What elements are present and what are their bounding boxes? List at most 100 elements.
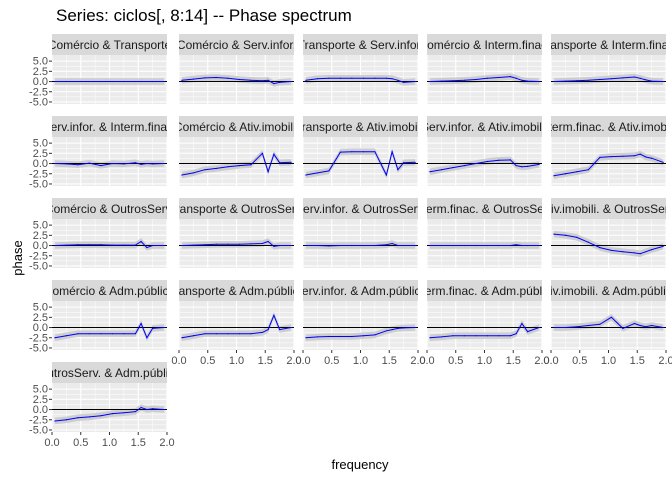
data-point <box>403 162 405 164</box>
data-point <box>215 333 217 335</box>
data-point <box>452 244 454 247</box>
facet-panel: OutrosServ. & Adm.pública5.02.50.0-2.5-5… <box>29 362 175 449</box>
data-point <box>403 244 405 247</box>
data-point <box>227 77 229 79</box>
facet-panel: Comércio & Interm.finac. <box>426 34 543 104</box>
data-point <box>181 174 183 176</box>
data-point <box>527 80 529 82</box>
data-point <box>662 80 664 83</box>
data-point <box>339 151 341 153</box>
data-point <box>515 244 517 246</box>
data-point <box>429 171 431 173</box>
y-tick-label: 2.5 <box>33 66 48 78</box>
phase-line <box>305 242 416 247</box>
data-point <box>645 326 647 328</box>
data-point <box>397 79 399 81</box>
x-tick-label: 0.0 <box>543 355 558 367</box>
facet-panel: Ativ.imobili. & Adm.pública 0.0 0.5 1.0 1.5 2… <box>543 280 672 367</box>
data-point <box>140 163 142 165</box>
data-point <box>622 327 624 329</box>
data-point <box>564 326 566 329</box>
data-point <box>391 242 393 245</box>
data-point <box>163 326 165 329</box>
chart-title: Series: ciclos[, 8:14] -- Phase spectrum <box>56 6 352 25</box>
data-point <box>515 77 517 79</box>
x-tick-label: 0.5 <box>572 355 587 367</box>
facet-strip <box>303 280 418 301</box>
data-point <box>339 244 341 247</box>
data-point <box>610 249 612 252</box>
facet-strip-label: Ativ.imobili. & OutrosServ. <box>540 202 672 216</box>
data-point <box>250 164 252 166</box>
data-point <box>351 151 353 153</box>
data-point <box>290 80 292 83</box>
data-point <box>279 162 281 164</box>
x-tick-label: 1.0 <box>477 355 492 367</box>
data-point <box>645 251 647 253</box>
x-tick-label: 1.5 <box>506 355 521 367</box>
data-point <box>440 244 442 247</box>
data-point <box>362 151 364 153</box>
data-point <box>498 244 500 247</box>
data-point <box>204 333 206 335</box>
data-point <box>397 327 399 329</box>
phase-line <box>429 244 540 246</box>
data-point <box>486 335 488 337</box>
data-point <box>123 80 125 83</box>
facet-strip <box>179 280 294 301</box>
data-point <box>238 243 240 245</box>
data-point <box>215 167 217 170</box>
facet-strip-label: Comércio & Serv.infor. <box>177 38 296 52</box>
facet-panel: Comércio & OutrosServ. 5.02.50.0-2.5-5.0 <box>29 198 174 272</box>
data-point <box>538 80 540 83</box>
phase-line <box>54 322 165 339</box>
data-point <box>587 169 589 171</box>
data-point <box>192 78 194 80</box>
facet-panel: Transporte & Interm.finac. <box>550 34 667 104</box>
x-tick-label: 1.5 <box>131 437 146 449</box>
data-point <box>509 159 511 161</box>
data-point <box>181 79 183 81</box>
data-point <box>599 156 601 159</box>
data-point <box>316 78 318 80</box>
data-point <box>553 175 555 177</box>
data-point <box>100 415 102 417</box>
data-point <box>509 335 511 337</box>
x-tick-label: 0.0 <box>419 355 434 367</box>
facet-panel: Serv.infor. & OutrosServ. <box>302 198 419 268</box>
data-point <box>134 410 136 413</box>
y-tick-label: 2.5 <box>33 394 48 406</box>
phase-line <box>181 76 292 85</box>
data-point <box>403 81 405 83</box>
facet-panel: Ativ.imobili. & OutrosServ. <box>540 198 672 268</box>
data-point <box>152 244 154 247</box>
data-point <box>238 78 240 81</box>
x-tick-label: 2.0 <box>658 355 672 367</box>
data-point <box>564 234 566 236</box>
data-point <box>599 78 601 81</box>
y-tick-label: 5.0 <box>33 138 48 150</box>
data-point <box>564 80 566 82</box>
data-point <box>339 77 341 79</box>
confidence-band <box>553 150 664 180</box>
y-tick-label: -5.0 <box>29 178 48 190</box>
data-point <box>374 244 376 247</box>
facet-strip <box>427 198 542 219</box>
y-tick-label: 0.0 <box>33 404 48 416</box>
phase-line <box>305 327 416 339</box>
data-point <box>123 412 125 414</box>
facet-strip-label: Comércio & Transporte <box>48 38 172 52</box>
y-tick-label: 5.0 <box>33 220 48 232</box>
y-tick-label: 0.0 <box>33 322 48 334</box>
data-point <box>622 77 624 79</box>
data-point <box>391 78 393 80</box>
x-tick-label: 1.5 <box>630 355 645 367</box>
data-point <box>192 335 194 337</box>
facet-strip <box>179 34 294 55</box>
y-tick-label: -5.0 <box>29 260 48 272</box>
data-point <box>250 243 252 245</box>
data-point <box>88 162 90 164</box>
data-point <box>440 80 442 82</box>
data-point <box>385 174 387 176</box>
facet-strip-label: Comércio & OutrosServ. <box>45 202 174 216</box>
